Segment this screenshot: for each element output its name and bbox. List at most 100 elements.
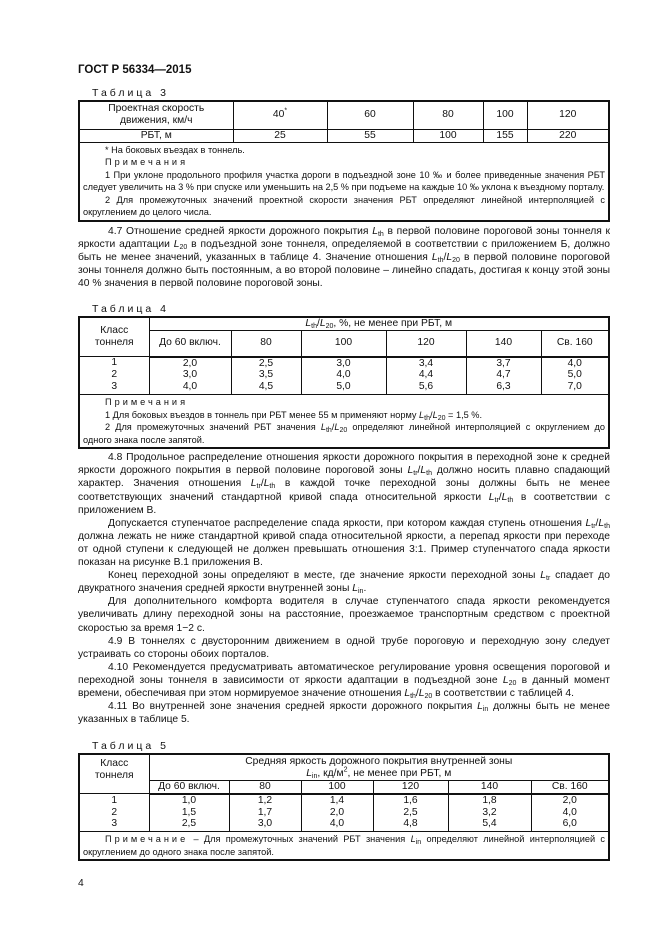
tunnel-class-cell: 2 xyxy=(78,806,150,819)
value-cell: 5,6 xyxy=(385,381,467,395)
table-row: 2 1,5 1,7 2,0 2,5 3,2 4,0 xyxy=(78,806,610,819)
table3-caption: Таблица 3 xyxy=(92,87,169,99)
paragraph-transition-end: Конец переходной зоны определяют в месте… xyxy=(78,570,610,596)
value-cell: 1,0 xyxy=(148,793,230,807)
value-cell: 7,0 xyxy=(540,381,610,395)
table4-notes-title: Примечания xyxy=(105,396,189,407)
paragraph-comfort: Для дополнительного комфорта водителя в … xyxy=(78,596,610,634)
column-header: 120 xyxy=(385,330,467,358)
table3-speed-label: Проектная скорость движения, км/ч xyxy=(78,100,234,130)
paragraph-4-7: 4.7 Отношение средней яркости дорожного … xyxy=(78,226,611,290)
table-row: 1 2,0 2,5 3,0 3,4 3,7 4,0 xyxy=(78,356,610,370)
column-header: 140 xyxy=(447,779,532,795)
value-cell: 4,0 xyxy=(300,369,387,382)
paragraph-stepped: Допускается ступенчатое распределение сп… xyxy=(78,517,610,569)
column-header: До 60 включ. xyxy=(148,330,232,358)
table4-group-header: Lth/L20, %, не менее при РБТ, м xyxy=(148,316,610,332)
table3-cell: 25 xyxy=(232,128,328,143)
column-header: Св. 160 xyxy=(540,330,610,358)
table3: Проектная скорость движения, км/ч 40* 60… xyxy=(78,100,610,223)
value-cell: 4,0 xyxy=(300,818,374,832)
table3-cell: 155 xyxy=(482,128,528,143)
value-cell: 2,5 xyxy=(372,806,449,819)
column-header: 140 xyxy=(465,330,542,358)
table4-note-2: 2 Для промежуточных значений РБТ значени… xyxy=(83,422,606,445)
value-cell: 1,5 xyxy=(148,806,230,819)
table3-cell: 100 xyxy=(412,128,484,143)
value-cell: 4,8 xyxy=(372,818,449,832)
value-cell: 6,0 xyxy=(530,818,610,832)
value-cell: 2,5 xyxy=(148,818,230,832)
value-cell: 1,2 xyxy=(228,793,302,807)
column-header: До 60 включ. xyxy=(148,779,230,795)
value-cell: 3,0 xyxy=(228,818,302,832)
table-row: 2 3,0 3,5 4,0 4,4 4,7 5,0 xyxy=(78,369,610,382)
value-cell: 3,0 xyxy=(148,369,232,382)
table3-note-2: 2 Для промежуточных значений проектной с… xyxy=(83,194,605,218)
value-cell: 1,8 xyxy=(447,793,532,807)
value-cell: 4,5 xyxy=(230,381,302,395)
table5-note: Примечание – Для промежуточных значений … xyxy=(78,831,610,861)
tunnel-class-cell: 1 xyxy=(78,793,150,807)
value-cell: 3,5 xyxy=(230,369,302,382)
tunnel-class-cell: 3 xyxy=(78,381,150,395)
table3-notes: * На боковых въездах в тоннель. Примечан… xyxy=(78,141,610,222)
table3-footnote: * На боковых въездах в тоннель. xyxy=(105,144,245,155)
value-cell: 3,4 xyxy=(385,356,467,370)
tunnel-class-cell: 3 xyxy=(78,818,150,832)
table3-rbt-label: РБТ, м xyxy=(78,128,234,143)
value-cell: 1,7 xyxy=(228,806,302,819)
table5-caption: Таблица 5 xyxy=(92,740,169,753)
table4-column-headers: До 60 включ. 80 100 120 140 Св. 160 xyxy=(79,330,610,358)
value-cell: 1,4 xyxy=(300,793,374,807)
table5-group-header: Средняя яркость дорожного покрытия внутр… xyxy=(148,753,610,781)
paragraph-4-10: 4.10 Рекомендуется предусматривать автом… xyxy=(78,661,610,700)
value-cell: 4,0 xyxy=(540,356,610,370)
tunnel-class-cell: 2 xyxy=(78,369,150,382)
column-header: 80 xyxy=(228,779,302,795)
paragraph-4-9: 4.9 В тоннелях с двусторонним движением … xyxy=(78,635,610,660)
table4-caption: Таблица 4 xyxy=(92,302,169,315)
table3-cell: 80 xyxy=(412,100,484,130)
value-cell: 4,4 xyxy=(385,369,467,382)
table4-note-1: 1 Для боковых въездов в тоннель при РБТ … xyxy=(105,409,483,422)
value-cell: 5,0 xyxy=(300,381,387,395)
table4-class-header: Класс тоннеля xyxy=(78,316,150,358)
value-cell: 6,3 xyxy=(465,381,542,395)
value-cell: 3,2 xyxy=(447,806,532,819)
value-cell: 2,0 xyxy=(530,793,610,807)
tunnel-class-cell: 1 xyxy=(78,356,150,370)
table5-class-header: Класс тоннеля xyxy=(78,753,150,795)
table3-cell: 100 xyxy=(482,100,528,130)
value-cell: 2,5 xyxy=(230,356,302,370)
table3-notes-title: Примечания xyxy=(105,157,189,168)
table3-cell: 220 xyxy=(526,128,610,143)
document-page: ГОСТ Р 56334—2015 Таблица 3 Проектная ск… xyxy=(78,0,610,930)
main-paragraphs: 4.8 Продольное распределение отношения я… xyxy=(78,451,610,726)
table3-cell: 40* xyxy=(232,100,328,130)
value-cell: 2,0 xyxy=(148,356,232,370)
value-cell: 1,6 xyxy=(372,793,449,807)
value-cell: 2,0 xyxy=(300,806,374,819)
table4: Класс тоннеля Lth/L20, %, не менее при Р… xyxy=(78,315,610,450)
value-cell: 5,4 xyxy=(447,818,532,832)
table5: Класс тоннеля Средняя яркость дорожного … xyxy=(78,753,610,862)
table3-cell: 60 xyxy=(326,100,414,130)
column-header: 100 xyxy=(300,779,374,795)
document-header: ГОСТ Р 56334—2015 xyxy=(78,64,192,76)
table3-cell: 55 xyxy=(326,128,414,143)
table3-cell: 120 xyxy=(526,100,610,130)
table4-notes: Примечания 1 Для боковых въездов в тонне… xyxy=(78,393,610,449)
column-header: 80 xyxy=(230,330,302,358)
table-row: 3 2,5 3,0 4,0 4,8 5,4 6,0 xyxy=(78,818,610,832)
value-cell: 3,0 xyxy=(300,356,387,370)
table-row: 3 4,0 4,5 5,0 5,6 6,3 7,0 xyxy=(78,381,610,395)
paragraph-4-11: 4.11 Во внутренней зоне значения средней… xyxy=(78,701,610,726)
value-cell: 4,0 xyxy=(148,381,232,395)
paragraph-4-8: 4.8 Продольное распределение отношения я… xyxy=(78,452,611,516)
page-number: 4 xyxy=(78,878,84,890)
value-cell: 3,7 xyxy=(465,356,542,370)
value-cell: 5,0 xyxy=(540,369,610,382)
column-header: 100 xyxy=(300,330,387,358)
table-row: 1 1,0 1,2 1,4 1,6 1,8 2,0 xyxy=(78,793,610,807)
